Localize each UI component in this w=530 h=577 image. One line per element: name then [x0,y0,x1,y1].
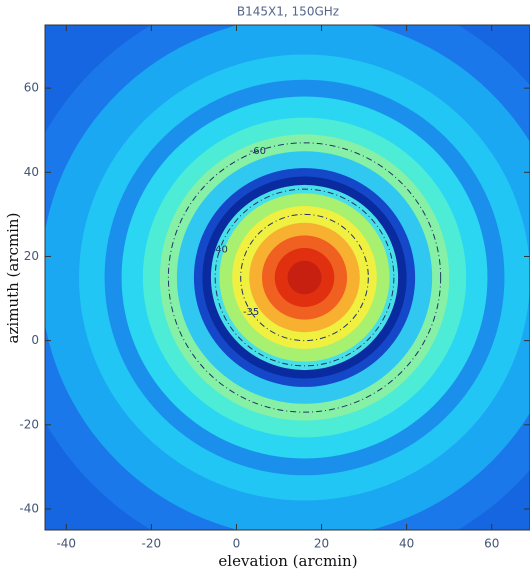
y-tick-label: -20 [19,417,39,431]
contour-line [214,188,395,367]
contour-label: -35 [243,307,259,318]
contour-line [240,213,369,342]
x-tick-label: -40 [56,537,76,551]
contour-line [167,142,442,413]
x-axis-label: elevation (arcmin) [218,552,357,570]
x-tick-label: 0 [233,537,241,551]
axes: -40 -20 0 20 40 60 -40 -20 0 20 40 60 [19,24,530,551]
x-tick-label: 40 [399,537,414,551]
y-tick-label: 0 [31,333,39,347]
plot-frame [44,24,530,531]
contour-label: -60 [250,146,266,157]
contour-label: -40 [212,245,228,256]
ring [287,260,322,295]
x-tick-label: 20 [314,537,329,551]
plot-area: -60 -40 -35 [45,25,530,530]
x-tick-label: -20 [142,537,162,551]
y-tick-label: 60 [24,81,39,95]
y-tick-label: 40 [24,165,39,179]
y-tick-label: 20 [24,249,39,263]
y-axis-label: azimuth (arcmin) [4,213,22,344]
x-tick-label: 60 [484,537,499,551]
chart-title: B145X1, 150GHz [237,5,339,19]
y-tick-label: -40 [19,501,39,515]
